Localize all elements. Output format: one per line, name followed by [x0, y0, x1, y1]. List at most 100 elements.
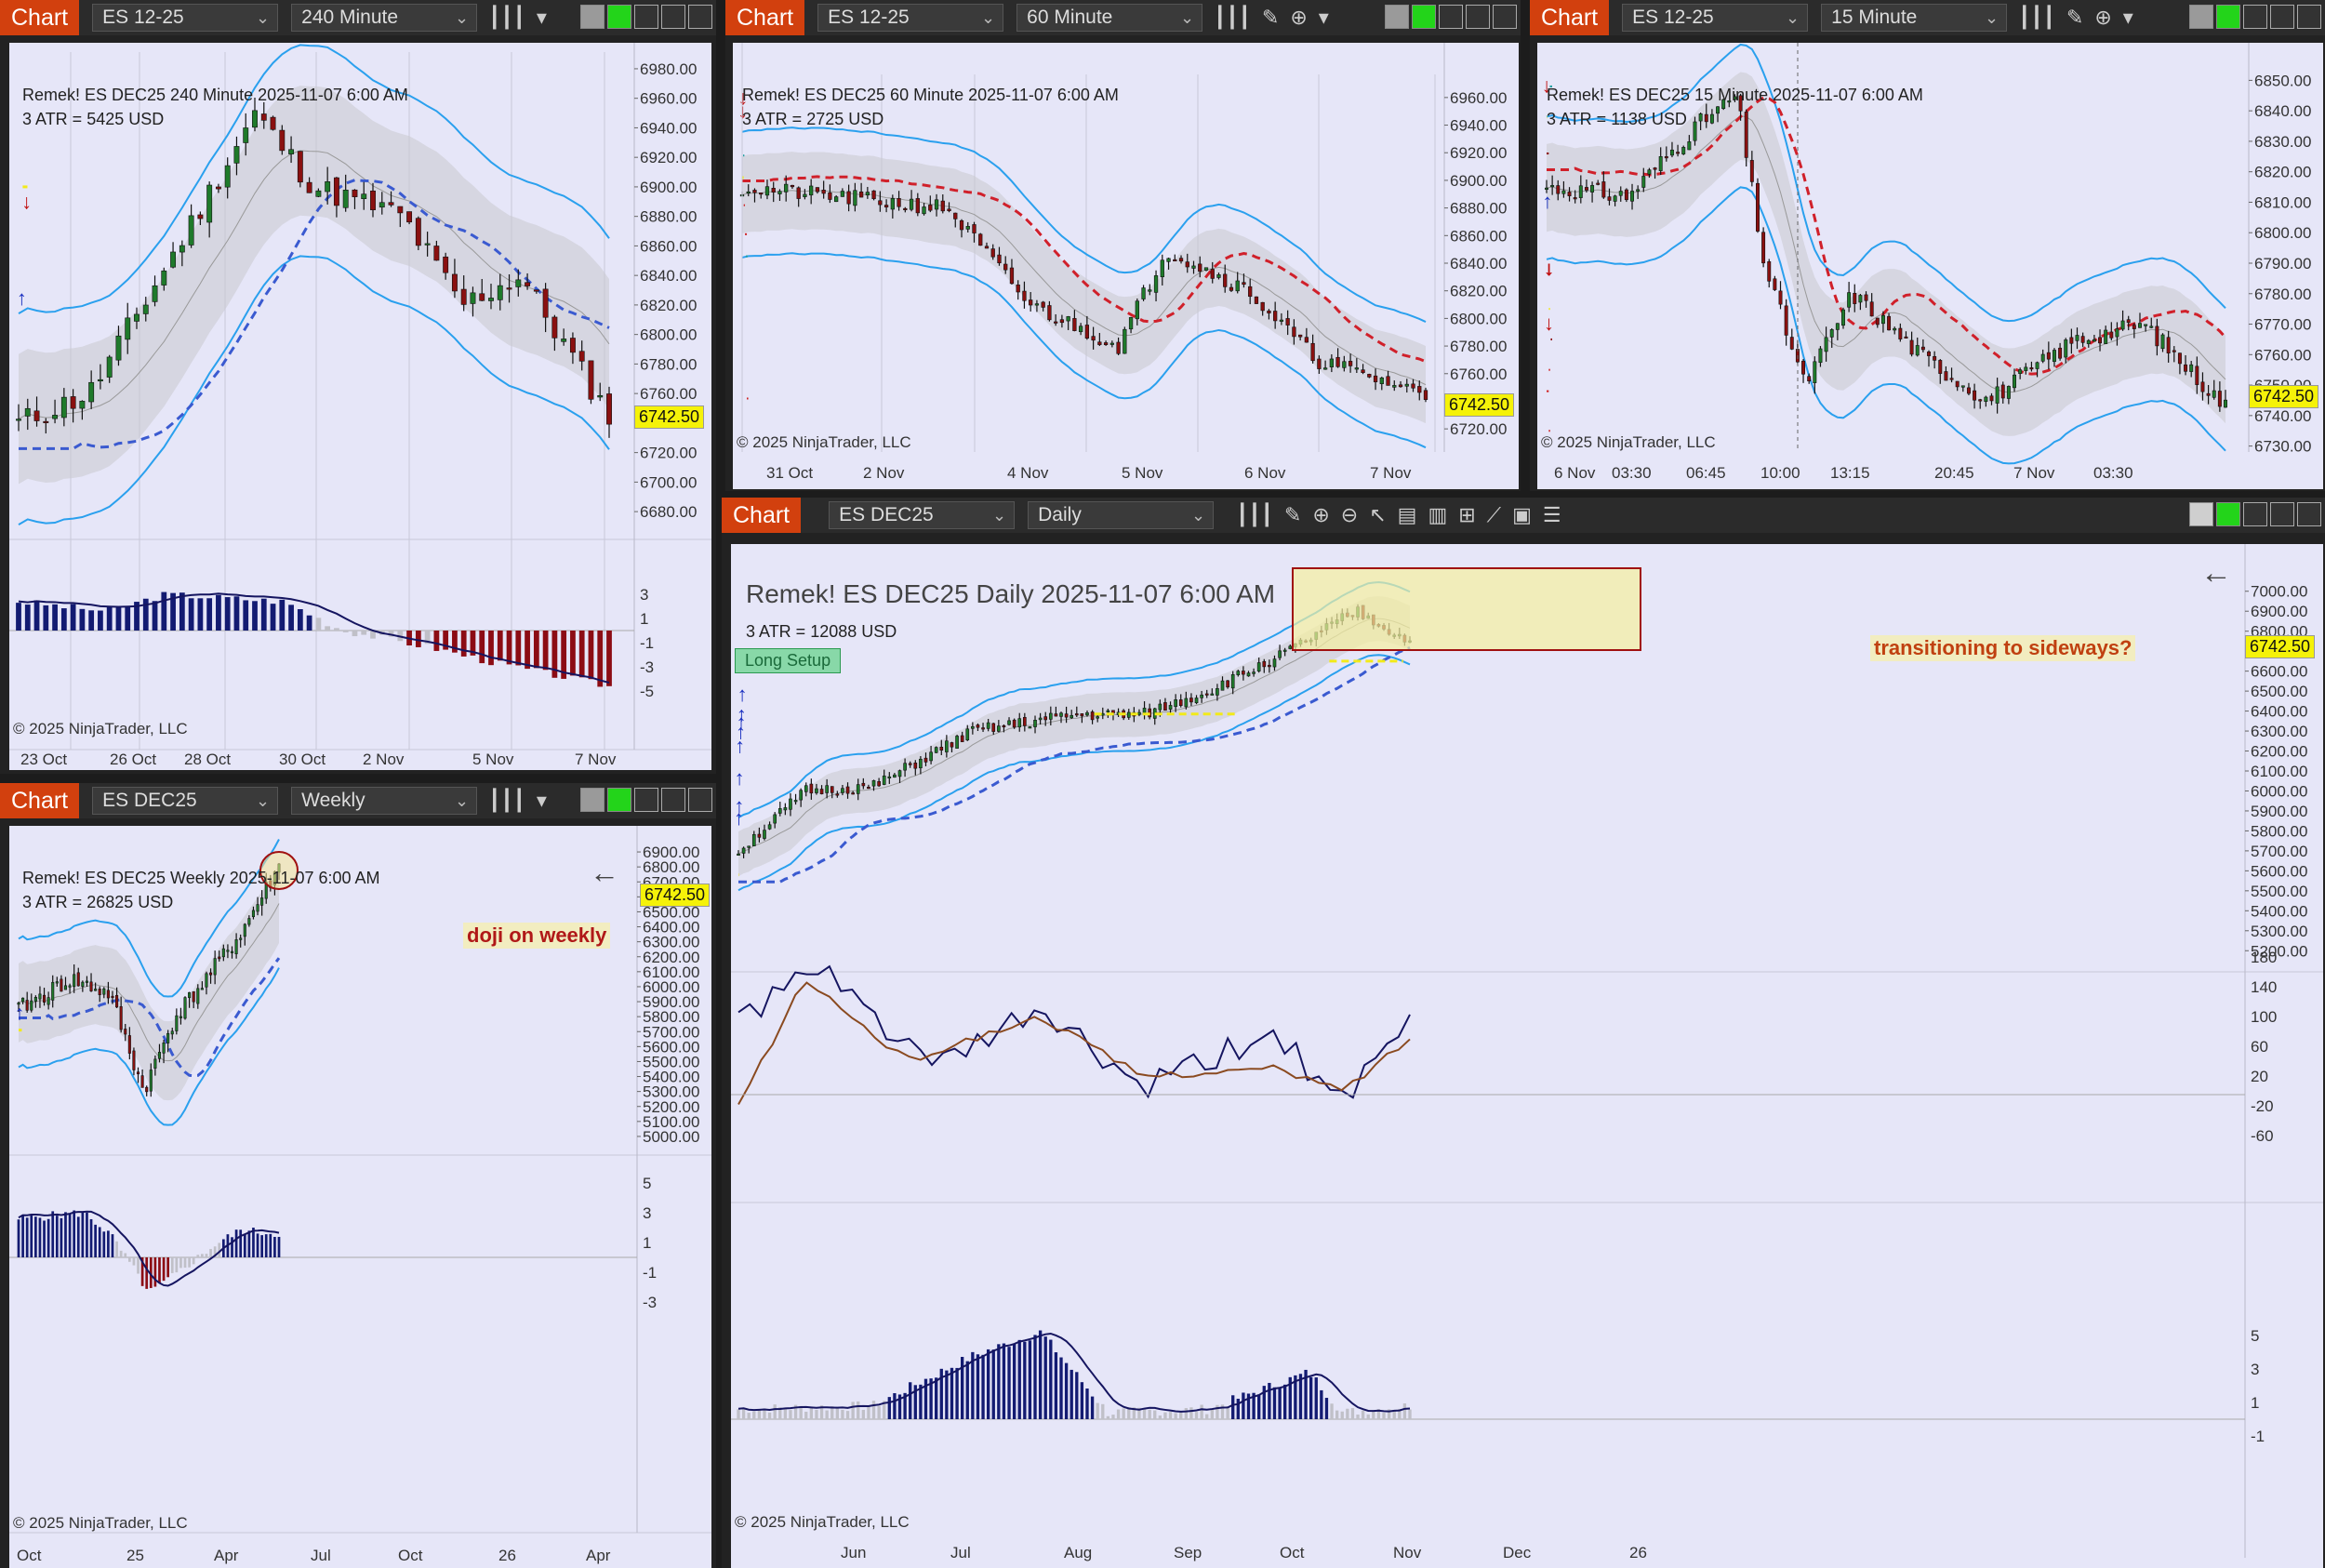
candle: [1256, 662, 1261, 671]
maximize-button[interactable]: [661, 788, 685, 812]
close-button[interactable]: [2297, 5, 2321, 29]
candle: [1749, 160, 1754, 182]
chart-menu-button[interactable]: Chart: [722, 498, 802, 533]
y-tick-label: 6790.00: [2254, 255, 2311, 272]
cci-line-slow: [737, 981, 1411, 1106]
link-button[interactable]: [580, 788, 604, 812]
interval-selector[interactable]: 15 Minute ⌄: [1821, 4, 2008, 32]
candle: [1361, 369, 1365, 374]
drawing-tool-icon[interactable]: ✎: [1283, 503, 1302, 526]
maximize-button[interactable]: [1466, 5, 1490, 29]
instrument-selector[interactable]: ES 12-25 ⌄: [1622, 4, 1809, 32]
minimize-button[interactable]: [1439, 5, 1463, 29]
histogram-bar: [224, 597, 231, 631]
candle: [1342, 361, 1347, 368]
candle: [506, 287, 512, 290]
interval-selector[interactable]: Weekly ⌄: [291, 787, 478, 815]
interval-selector[interactable]: 240 Minute ⌄: [291, 4, 478, 32]
candle: [2149, 326, 2154, 328]
minimize-button[interactable]: [634, 5, 658, 29]
instrument-selector[interactable]: ES DEC25 ⌄: [829, 501, 1016, 529]
chevron-down-icon[interactable]: ▾: [2122, 6, 2133, 29]
down-arrow-icon: ↓: [737, 86, 748, 109]
properties-icon[interactable]: ▥: [1428, 503, 1448, 526]
maximize-button[interactable]: [661, 5, 685, 29]
candle: [1003, 263, 1008, 271]
strategies-icon[interactable]: ⟋: [1486, 503, 1502, 526]
plot-area[interactable]: ↑↑↑↑↑↑↑↑7000.006900.006800.006700.006600…: [731, 544, 2323, 1568]
instrument-selector[interactable]: ES DEC25 ⌄: [92, 787, 279, 815]
chart-menu-button[interactable]: Chart: [0, 783, 80, 818]
close-button[interactable]: [688, 788, 712, 812]
close-button[interactable]: [1493, 5, 1517, 29]
plot-area[interactable]: ↑ ↓ 6980.00 6960.00 6940.00 6920.00 6900.00 688…: [9, 43, 711, 770]
candle: [990, 248, 995, 258]
menu-list-icon[interactable]: ☰: [1542, 503, 1561, 526]
back-arrow-icon[interactable]: ←: [590, 856, 619, 889]
chart-menu-button[interactable]: Chart: [725, 0, 805, 35]
link-color-button[interactable]: [607, 788, 631, 812]
link-color-button[interactable]: [2216, 502, 2240, 526]
bar-style-icon[interactable]: ┃┃┃: [1214, 6, 1251, 29]
candle: [1904, 336, 1908, 339]
candle: [1254, 296, 1259, 304]
interval-selector[interactable]: Daily ⌄: [1028, 501, 1215, 529]
bar-style-icon[interactable]: ┃┃┃: [488, 789, 525, 812]
bar-style-icon[interactable]: ┃┃┃: [488, 6, 525, 29]
maximize-button[interactable]: [2270, 502, 2294, 526]
plot-area[interactable]: ↓ ↓ 6960.00 6940.00 6920.00 6900.00 6880.00 686…: [733, 43, 1519, 489]
link-color-button[interactable]: [607, 5, 631, 29]
minimize-button[interactable]: [2243, 5, 2267, 29]
zoom-out-icon[interactable]: ⊖: [1340, 503, 1359, 526]
chevron-down-icon[interactable]: ▾: [536, 6, 547, 29]
instrument-selector[interactable]: ES 12-25 ⌄: [92, 4, 279, 32]
copyright: © 2025 NinjaTrader, LLC: [735, 1513, 910, 1531]
zoom-icon[interactable]: ⊕: [1290, 6, 1308, 29]
link-button[interactable]: [2189, 502, 2213, 526]
candle: [1054, 713, 1058, 717]
link-button[interactable]: [580, 5, 604, 29]
maximize-button[interactable]: [2270, 5, 2294, 29]
interval-selector[interactable]: 60 Minute ⌄: [1016, 4, 1203, 32]
back-arrow-icon[interactable]: ←: [2200, 555, 2232, 591]
candle: [1148, 289, 1152, 292]
minimize-button[interactable]: [634, 788, 658, 812]
candle: [197, 214, 204, 219]
osc-tick-label: 1: [643, 1234, 651, 1252]
chart-menu-button[interactable]: Chart: [0, 0, 80, 35]
zoom-icon[interactable]: ⊕: [2094, 6, 2112, 29]
chevron-down-icon: ⌄: [256, 8, 271, 27]
drawing-tool-icon[interactable]: ✎: [1261, 6, 1280, 29]
candle: [1733, 96, 1737, 100]
close-button[interactable]: [2297, 502, 2321, 526]
data-box-icon[interactable]: ▤: [1397, 503, 1417, 526]
chevron-down-icon[interactable]: ▾: [1318, 6, 1329, 29]
zoom-in-icon[interactable]: ⊕: [1312, 503, 1330, 526]
candle: [959, 219, 964, 231]
chart-menu-button[interactable]: Chart: [1530, 0, 1610, 35]
link-button[interactable]: [1385, 5, 1409, 29]
minimize-button[interactable]: [2243, 502, 2267, 526]
close-button[interactable]: [688, 5, 712, 29]
drawing-tool-icon[interactable]: ✎: [2066, 6, 2084, 29]
chevron-down-icon[interactable]: ▾: [536, 789, 547, 812]
plot-area[interactable]: ↑ ↓ ↓ ↓ ↓ 6850.00 6840.00 6830.00 6820.00 6810.00…: [1537, 43, 2323, 489]
y-tick-label: 6680.00: [640, 503, 697, 521]
bar-style-icon[interactable]: ┃┃┃: [1236, 503, 1273, 526]
candle: [804, 785, 808, 792]
candle: [764, 186, 770, 196]
candle: [909, 198, 914, 210]
atr-label: 3 ATR = 5425 USD: [22, 110, 165, 128]
link-color-button[interactable]: [1412, 5, 1436, 29]
indicators-icon[interactable]: ⊞: [1458, 503, 1476, 526]
link-color-button[interactable]: [2216, 5, 2240, 29]
link-button[interactable]: [2189, 5, 2213, 29]
bar-style-icon[interactable]: ┃┃┃: [2018, 6, 2055, 29]
instrument-selector[interactable]: ES 12-25 ⌄: [817, 4, 1004, 32]
plot-area[interactable]: ↑6900.006800.006700.006600.006500.006400…: [9, 826, 711, 1568]
pointer-icon[interactable]: ↖: [1369, 503, 1387, 526]
histogram-bar: [997, 1344, 1001, 1419]
histogram-bar: [1236, 1399, 1240, 1419]
histogram-bar: [841, 1409, 844, 1419]
chart-trader-icon[interactable]: ▣: [1512, 503, 1532, 526]
